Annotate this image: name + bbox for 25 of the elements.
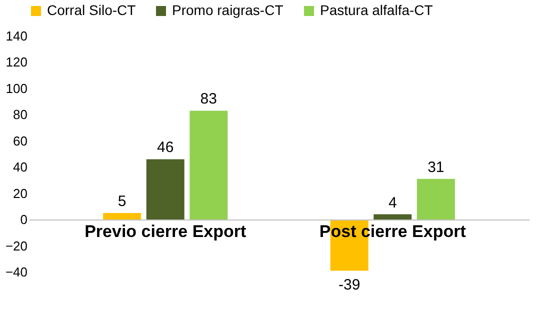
y-tick-label: 40 xyxy=(13,160,28,175)
legend-label: Promo raigras-CT xyxy=(172,2,284,18)
bar xyxy=(190,110,228,220)
y-tick-label: 0 xyxy=(20,212,28,228)
legend-label: Corral Silo-CT xyxy=(47,2,136,18)
y-tick-label: 20 xyxy=(13,186,28,201)
y-tick-label: −40 xyxy=(5,264,28,280)
bar xyxy=(146,159,184,220)
data-label: 83 xyxy=(200,90,217,108)
bar xyxy=(374,214,412,220)
y-tick-label: −20 xyxy=(5,238,28,254)
bar xyxy=(103,213,142,220)
data-label: 31 xyxy=(428,158,444,176)
y-tick-label: 120 xyxy=(6,54,28,70)
bar xyxy=(416,178,455,220)
data-label: -39 xyxy=(338,276,360,294)
y-tick-label: 100 xyxy=(6,80,28,96)
y-tick-label: 80 xyxy=(13,107,28,122)
data-label: 5 xyxy=(118,193,126,210)
data-label: 46 xyxy=(157,139,174,156)
y-tick-label: 60 xyxy=(13,133,28,148)
legend-label: Pastura alfalfa-CT xyxy=(320,2,434,18)
y-tick-label: 140 xyxy=(6,28,28,44)
data-label: 4 xyxy=(388,194,397,212)
x-tick-label: Previo cierre Export xyxy=(84,222,246,242)
